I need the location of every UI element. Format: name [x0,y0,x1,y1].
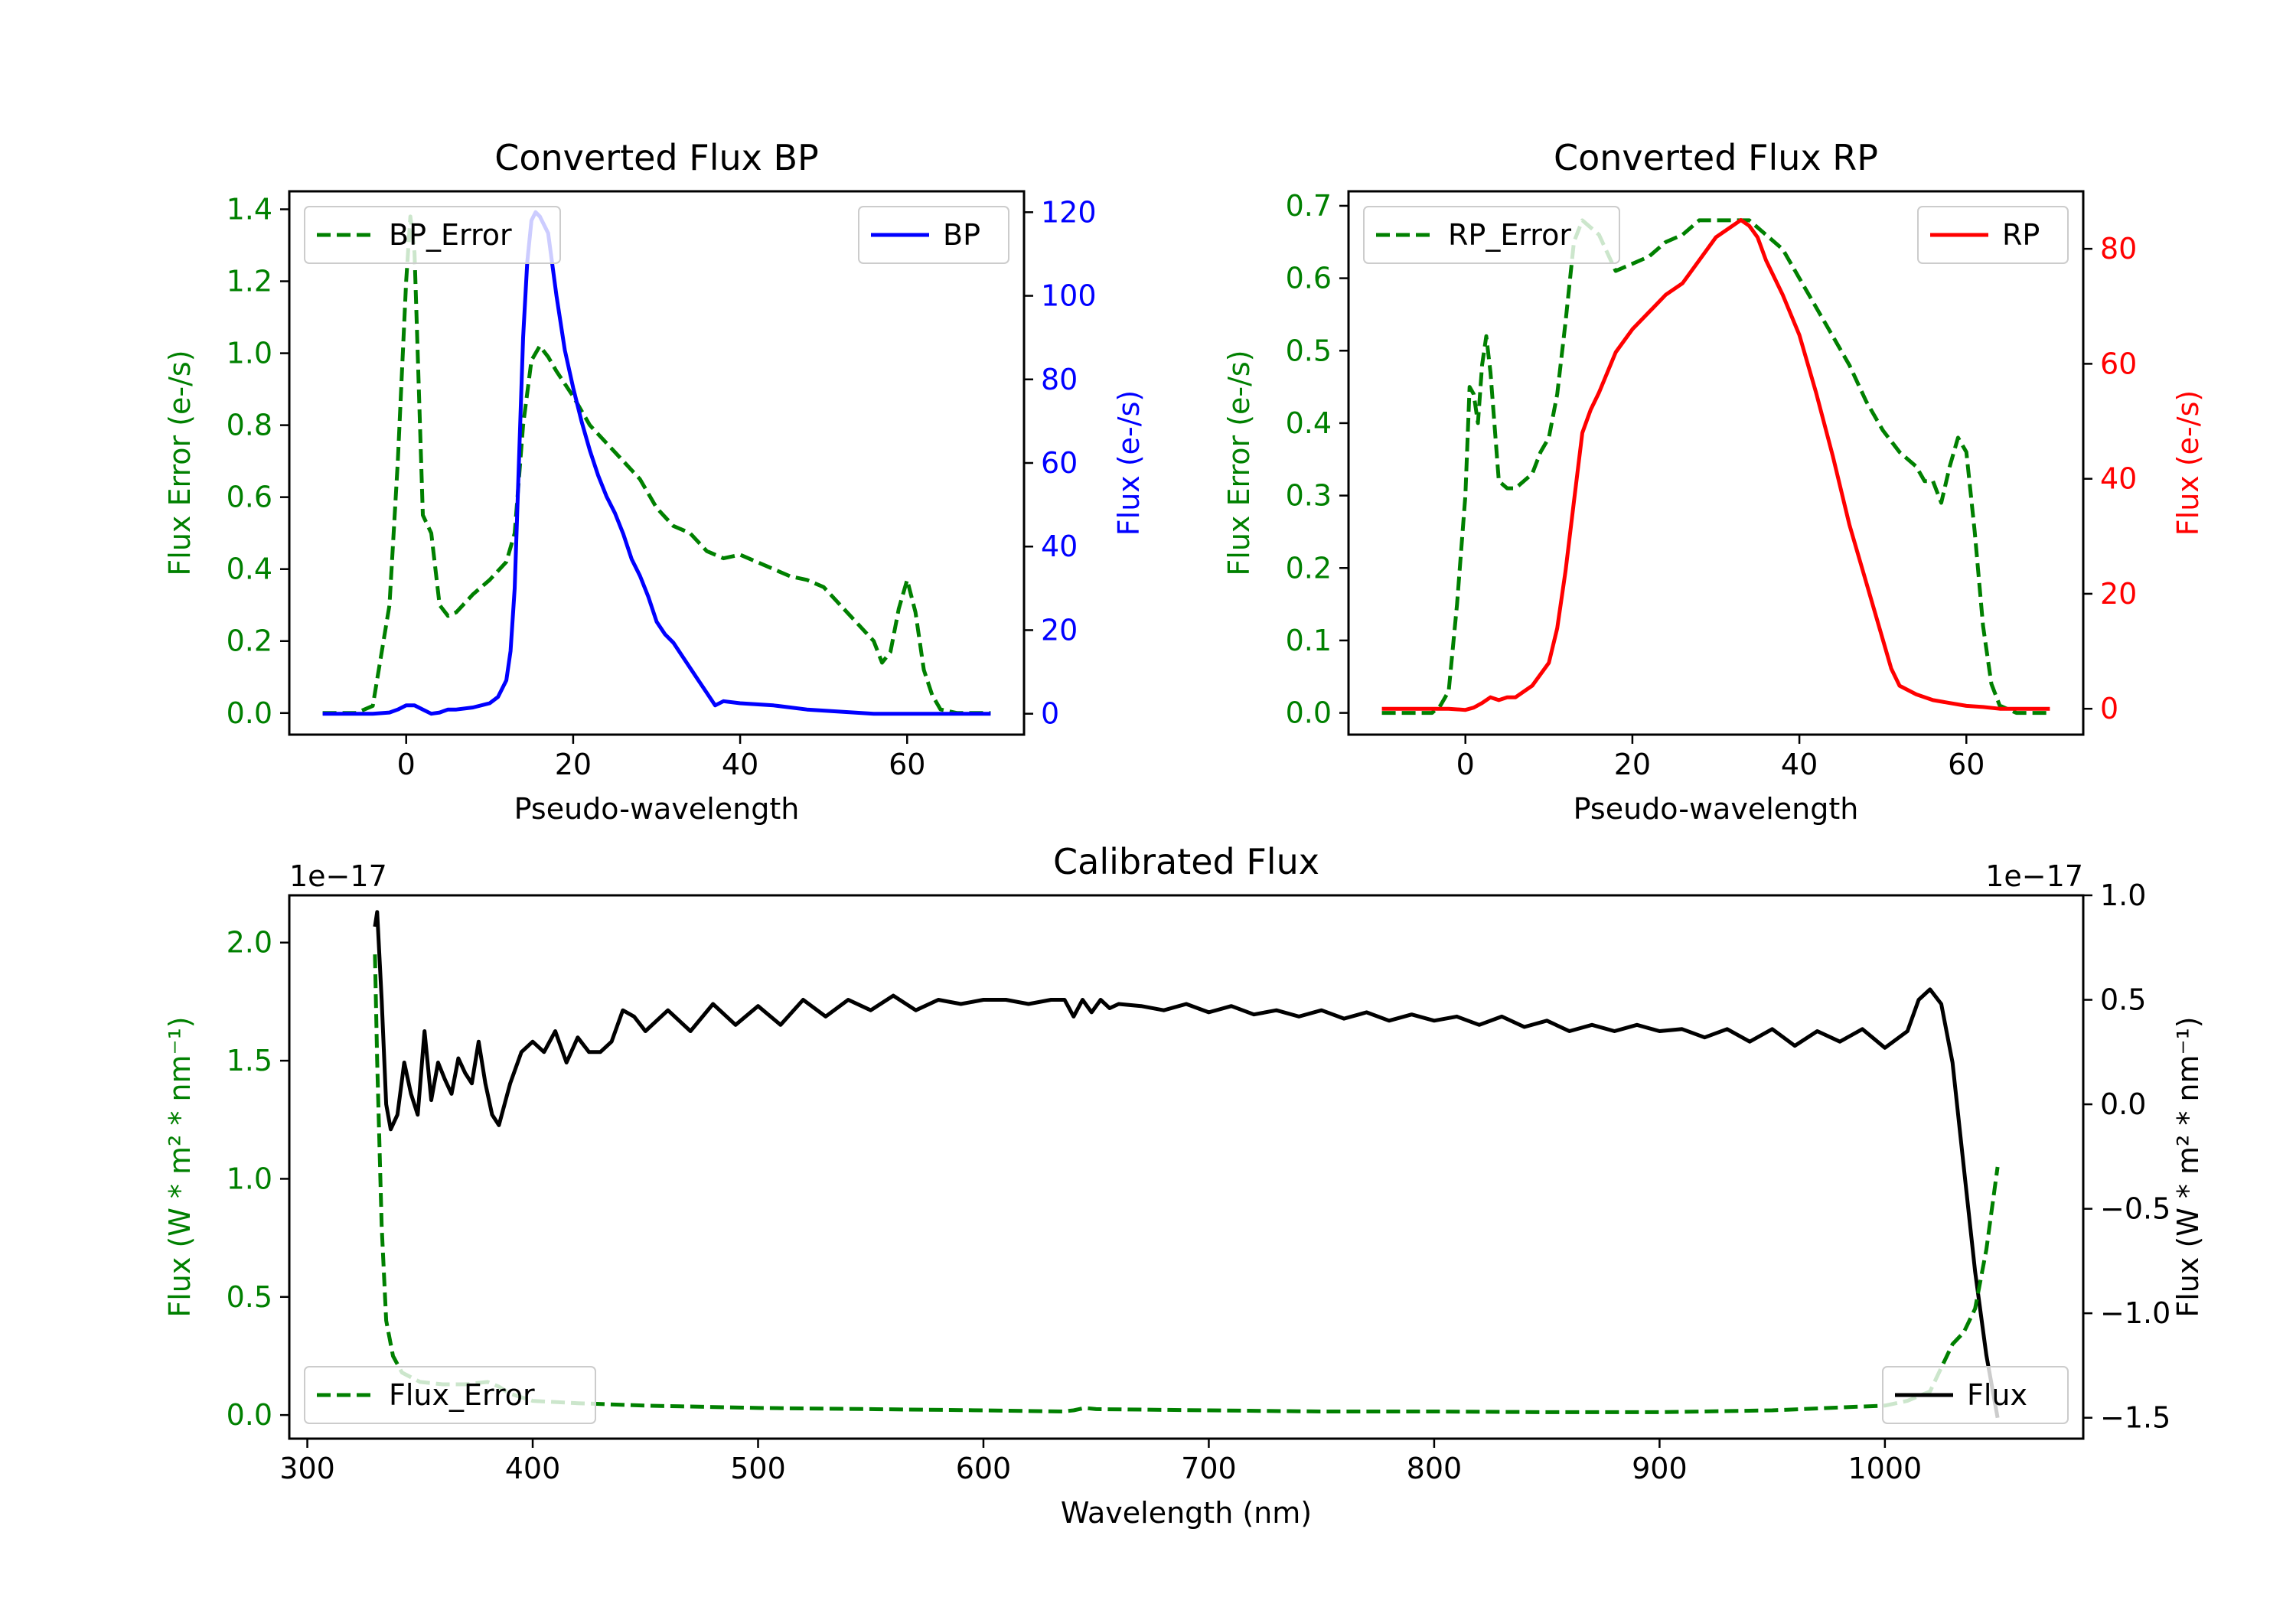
y-right-tick-label: −1.5 [2100,1401,2170,1435]
y-right-tick-label: 80 [1041,363,1078,396]
x-tick-label: 20 [555,748,592,781]
legend-box [1917,206,2069,264]
x-tick-label: 500 [730,1452,786,1485]
y-left-tick-label: 0.5 [227,1280,272,1314]
x-axis-label: Pseudo-wavelength [1574,792,1859,826]
series-line-flux [373,910,2000,1419]
legend-box [1363,206,1620,264]
x-tick-label: 300 [279,1452,335,1485]
legend-box [1882,1366,2069,1424]
y-left-tick-label: 1.2 [227,265,272,298]
x-tick-label: 0 [1456,748,1475,781]
x-tick-label: 600 [956,1452,1012,1485]
y-left-tick-label: 0.5 [1286,334,1332,367]
legend: BP [858,206,1009,264]
y-right-tick-label: 60 [1041,446,1078,480]
y-left-tick-label: 0.1 [1286,624,1332,657]
y-right-tick-label: 0.5 [2100,983,2146,1017]
y-right-tick-label: 60 [2100,347,2137,380]
y-right-tick-label: 40 [1041,530,1078,563]
x-axis-label: Pseudo-wavelength [514,792,800,826]
axes-frame [288,894,2085,1440]
y-left-tick-label: 0.0 [1286,696,1332,730]
legend: BP_Error [304,206,561,264]
y-left-tick-label: 0.6 [227,481,272,514]
y-left-tick-label: 0.4 [227,553,272,586]
y-right-tick-label: 1.0 [2100,878,2146,912]
y-left-axis-label: Flux Error (e-/s) [163,350,197,575]
calibrated-panel: Calibrated Flux 300 400 500 600 700 800 900 1000… [163,841,2205,1530]
x-tick-label: 900 [1632,1452,1688,1485]
y-left-tick-label: 0.2 [227,624,272,658]
x-tick-label: 60 [1948,748,1985,781]
legend-label: RP [2002,218,2040,252]
x-tick-label: 60 [889,748,925,781]
series-line-bp-error [322,214,991,715]
y-right-tick-label: 40 [2100,462,2137,496]
y-left-tick-label: 1.0 [227,337,272,370]
y-left-tick-label: 0.0 [227,1398,272,1432]
x-tick-label: 400 [505,1452,561,1485]
y-right-tick-label: 0.0 [2100,1087,2146,1121]
y-left-tick-label: 0.2 [1286,551,1332,585]
series-line-rp [1381,218,2050,712]
y-right-tick-label: 20 [1041,613,1078,647]
y-right-tick-label: 100 [1041,279,1097,313]
y-right-axis-label: Flux (W * m² * nm⁻¹) [2171,1016,2205,1317]
bp-panel: Converted Flux BP 0 20 40 60 0.0 0.2 0.4 0.6 0.8 1… [163,137,1146,826]
y-right-tick-label: −0.5 [2100,1192,2170,1226]
y-left-tick-label: 0.3 [1286,479,1332,513]
y-right-tick-label: 120 [1041,195,1097,229]
y-right-offset-label: 1e−17 [1985,859,2083,893]
legend-box [858,206,1009,264]
x-tick-label: 700 [1181,1452,1237,1485]
legend: Flux_Error [304,1366,596,1424]
legend: RP_Error [1363,206,1620,264]
chart-title: Calibrated Flux [1053,841,1319,882]
legend-label: RP_Error [1448,218,1571,252]
y-right-tick-label: 0 [2100,692,2118,725]
legend: RP [1917,206,2069,264]
legend-label: Flux [1967,1378,2027,1412]
y-left-tick-label: 0.6 [1286,262,1332,295]
legend-box [304,1366,596,1424]
y-right-tick-label: −1.0 [2100,1296,2170,1330]
y-right-axis-label: Flux (e-/s) [2171,390,2205,536]
chart-title: Converted Flux BP [494,137,819,178]
y-left-tick-label: 0.4 [1286,406,1332,440]
x-tick-label: 1000 [1848,1452,1923,1485]
y-left-tick-label: 2.0 [227,926,272,960]
legend-label: BP_Error [389,218,512,252]
y-left-axis-label: Flux Error (e-/s) [1222,350,1256,575]
y-right-axis-label: Flux (e-/s) [1112,390,1146,536]
legend: Flux [1882,1366,2069,1424]
y-left-tick-label: 0.7 [1286,189,1332,223]
y-left-tick-label: 1.4 [227,193,272,227]
y-left-offset-label: 1e−17 [289,859,387,893]
x-tick-label: 40 [1781,748,1818,781]
axes-frame [1347,190,2085,736]
y-left-tick-label: 0.8 [227,409,272,442]
legend-label: Flux_Error [389,1378,535,1412]
x-tick-label: 800 [1407,1452,1463,1485]
y-right-tick-label: 80 [2100,232,2137,266]
series-line-bp [322,210,991,716]
x-tick-label: 0 [397,748,416,781]
chart-title: Converted Flux RP [1554,137,1878,178]
x-tick-label: 40 [722,748,758,781]
y-left-tick-label: 0.0 [227,696,272,730]
y-left-tick-label: 1.0 [227,1162,272,1195]
y-left-tick-label: 1.5 [227,1044,272,1077]
y-right-tick-label: 20 [2100,577,2137,611]
x-tick-label: 20 [1614,748,1651,781]
x-axis-label: Wavelength (nm) [1061,1496,1312,1530]
y-left-axis-label: Flux (W * m² * nm⁻¹) [163,1016,197,1317]
series-line-rp-error [1381,218,2050,715]
legend-box [304,206,561,264]
rp-panel: Converted Flux RP 0 20 40 60 0.0 0.1 0.2 0.3 0.4 0… [1222,137,2205,826]
y-right-tick-label: 0 [1041,697,1059,731]
legend-label: BP [943,218,980,252]
